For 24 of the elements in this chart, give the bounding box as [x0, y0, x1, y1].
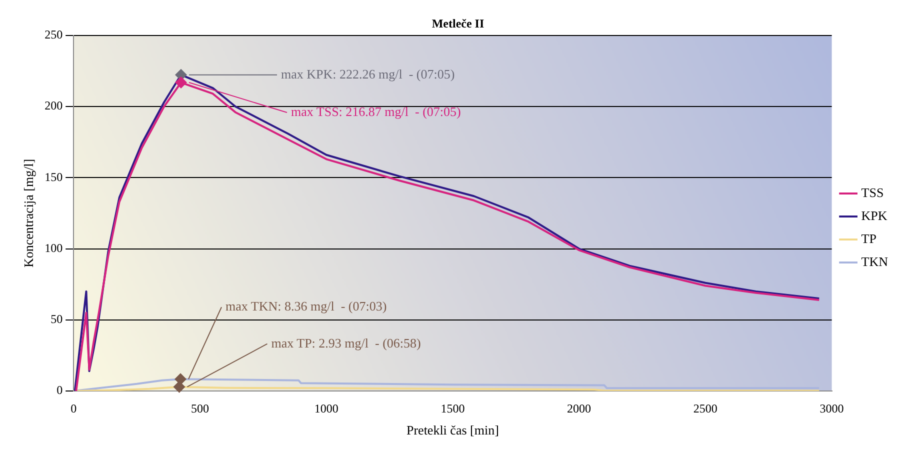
y-axis-title: Koncentracija [mg/l]: [21, 158, 36, 268]
x-tick-label: 2500: [693, 401, 718, 416]
legend-label: TP: [861, 230, 876, 246]
annotation: max TKN: 8.36 mg/l - (07:03): [226, 298, 387, 314]
annotation: max TP: 2.93 mg/l - (06:58): [271, 335, 421, 350]
annotation: max TSS: 216.87 mg/l - (07:05): [291, 104, 461, 119]
x-axis-title: Pretekli čas [min]: [406, 422, 499, 438]
x-tick-label: 500: [190, 401, 209, 416]
legend-label: TKN: [861, 254, 889, 269]
y-tick-label: 200: [44, 98, 63, 113]
y-tick-label: 50: [50, 312, 63, 326]
x-tick-label: 3000: [820, 401, 844, 416]
y-tick-label: 100: [44, 240, 63, 255]
legend-label: KPK: [861, 208, 888, 223]
x-tick-label: 1500: [440, 401, 465, 416]
x-tick-label: 1000: [314, 401, 338, 416]
y-tick-label: 250: [44, 28, 63, 42]
annotation: max KPK: 222.26 mg/l - (07:05): [281, 66, 455, 82]
x-tick-label: 0: [70, 401, 77, 416]
y-tick-label: 150: [44, 170, 63, 184]
y-tick-label: 0: [56, 383, 63, 398]
chart-title: Metleče II: [432, 16, 484, 30]
x-tick-label: 2000: [567, 401, 592, 416]
legend-label: TSS: [861, 184, 884, 200]
